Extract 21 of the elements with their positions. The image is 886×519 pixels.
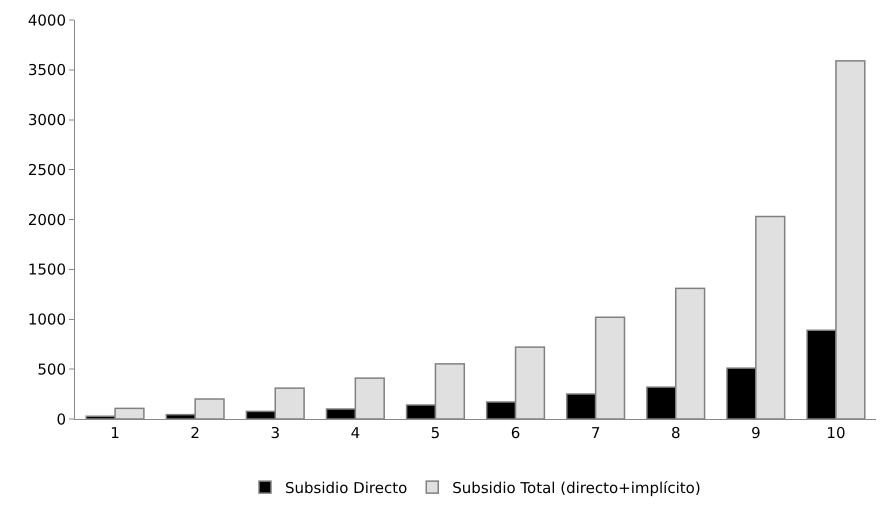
legend-label: Subsidio Directo <box>285 478 408 497</box>
y-tick-label: 1500 <box>28 260 66 279</box>
x-tick-label: 2 <box>190 424 200 442</box>
x-tick-label: 9 <box>751 424 761 442</box>
y-tick-label: 1000 <box>28 310 66 328</box>
y-tick-label: 2500 <box>28 160 66 179</box>
y-tick-label: 0 <box>56 410 66 428</box>
x-tick-label: 8 <box>670 424 681 442</box>
x-tick-label: 1 <box>110 424 120 442</box>
y-tick-label: 4000 <box>28 11 66 30</box>
y-tick-label: 3500 <box>28 61 66 80</box>
x-tick-label: 7 <box>590 424 600 442</box>
legend-label: Subsidio Total (directo+implícito) <box>452 478 701 497</box>
x-tick-label: 4 <box>350 424 360 442</box>
y-tick-label: 3000 <box>28 111 66 129</box>
y-tick-label: 2000 <box>28 210 66 229</box>
x-tick-label: 5 <box>430 424 440 442</box>
x-tick-label: 10 <box>826 424 846 442</box>
y-tick-label: 500 <box>37 360 66 378</box>
x-tick-label: 3 <box>270 424 280 442</box>
x-tick-label: 6 <box>510 424 520 442</box>
